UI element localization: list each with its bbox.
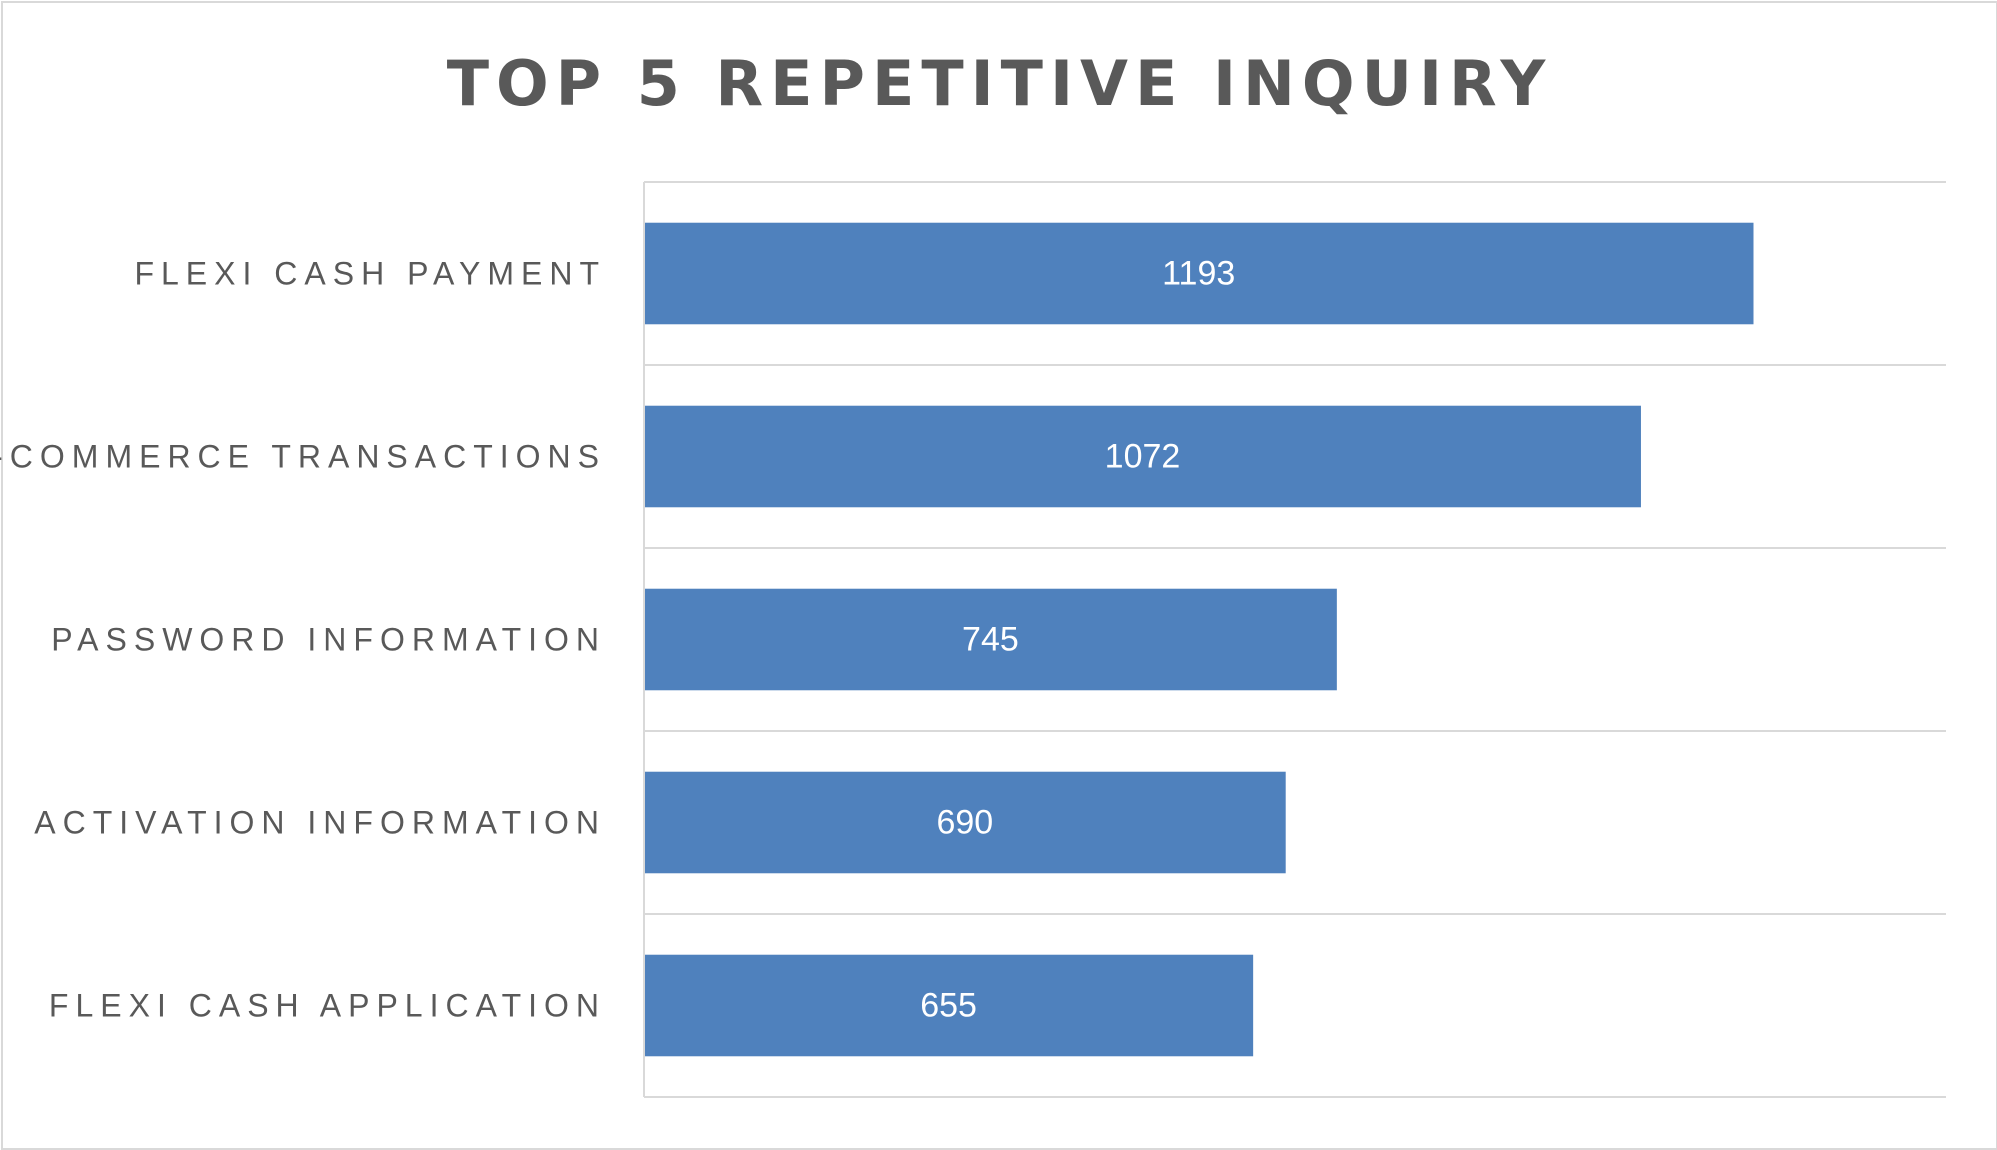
data-label-4: 690 xyxy=(936,804,993,842)
category-label-3: PASSWORD INFORMATION xyxy=(51,622,606,658)
bar-2 xyxy=(644,405,1641,508)
data-label-3: 745 xyxy=(962,621,1019,659)
data-labels: 1193 1072 745 690 655 xyxy=(920,255,1235,1025)
category-label-1: FLEXI CASH PAYMENT xyxy=(134,256,606,292)
category-label-2: E-COMMERCE TRANSACTIONS xyxy=(0,439,606,475)
bars xyxy=(644,222,1754,1057)
category-label-4: ACTIVATION INFORMATION xyxy=(34,805,606,841)
category-axis-labels: FLEXI CASH PAYMENT E-COMMERCE TRANSACTION… xyxy=(0,256,606,1024)
data-label-5: 655 xyxy=(920,987,977,1025)
chart-title: TOP 5 REPETITIVE INQUIRY xyxy=(446,47,1553,120)
bar-4 xyxy=(644,771,1286,874)
data-label-2: 1072 xyxy=(1105,438,1181,476)
data-label-1: 1193 xyxy=(1162,255,1235,293)
bar-3 xyxy=(644,588,1337,691)
bar-5 xyxy=(644,954,1254,1057)
gridlines xyxy=(644,181,1946,1098)
bar-1 xyxy=(644,222,1754,325)
category-label-5: FLEXI CASH APPLICATION xyxy=(49,988,606,1024)
